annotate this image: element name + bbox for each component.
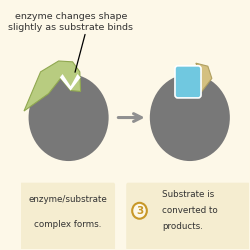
Circle shape xyxy=(150,74,230,161)
Polygon shape xyxy=(192,63,212,92)
Circle shape xyxy=(28,74,109,161)
Text: complex forms.: complex forms. xyxy=(34,220,101,229)
Text: enzyme/substrate: enzyme/substrate xyxy=(28,195,107,204)
Text: products.: products. xyxy=(162,222,203,232)
Text: 3: 3 xyxy=(136,206,143,216)
FancyBboxPatch shape xyxy=(175,66,201,98)
Polygon shape xyxy=(60,74,80,90)
Text: Substrate is: Substrate is xyxy=(162,190,215,199)
Circle shape xyxy=(132,203,147,219)
Text: converted to: converted to xyxy=(162,206,218,215)
FancyBboxPatch shape xyxy=(126,183,250,250)
Polygon shape xyxy=(24,61,80,111)
FancyBboxPatch shape xyxy=(20,183,115,250)
Text: enzyme changes shape
slightly as substrate binds: enzyme changes shape slightly as substra… xyxy=(8,12,134,32)
Polygon shape xyxy=(181,74,201,90)
